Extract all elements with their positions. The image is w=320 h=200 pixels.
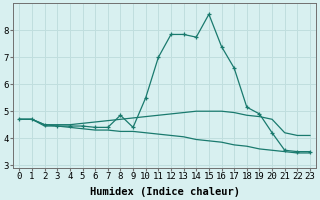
X-axis label: Humidex (Indice chaleur): Humidex (Indice chaleur) bbox=[90, 186, 240, 197]
